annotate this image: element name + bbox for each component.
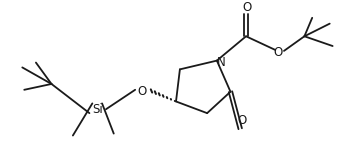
Text: O: O — [274, 46, 283, 59]
Text: O: O — [137, 85, 146, 98]
Text: O: O — [238, 114, 247, 127]
Text: Si: Si — [92, 103, 102, 116]
Text: O: O — [243, 1, 252, 14]
Text: N: N — [217, 56, 226, 69]
